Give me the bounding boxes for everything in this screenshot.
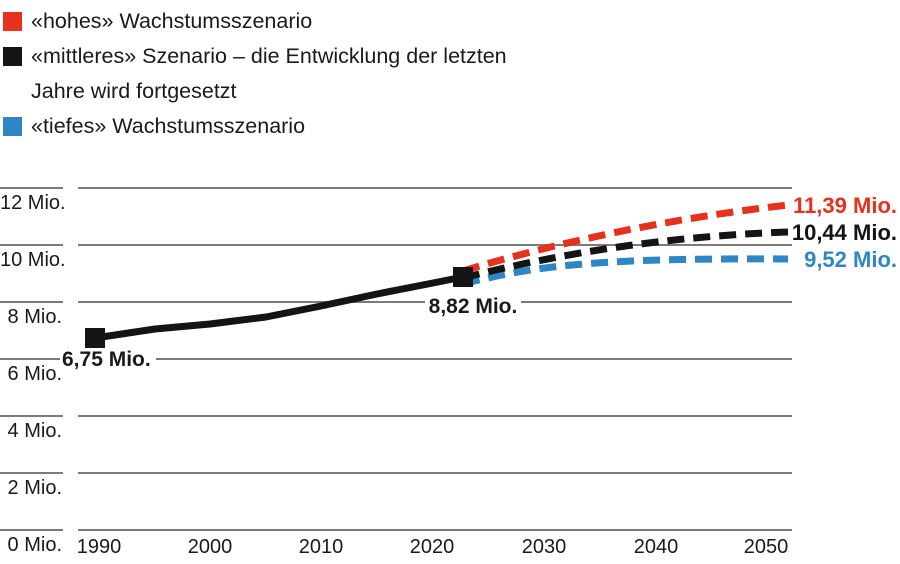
series-high-line bbox=[461, 201, 789, 275]
legend-label-mid-line2: Jahre wird fortgesetzt bbox=[31, 79, 237, 103]
series-mid-line bbox=[462, 228, 789, 282]
legend-swatch-low-icon bbox=[3, 117, 22, 136]
value-label-2023: 8,82 Mio. bbox=[425, 295, 521, 319]
y-tick-4: 4 Mio. bbox=[7, 420, 62, 442]
end-label-mid: 10,44 Mio. bbox=[791, 220, 897, 245]
legend-label-low: «tiefes» Wachstumsszenario bbox=[31, 114, 306, 138]
marker-2023 bbox=[453, 267, 473, 287]
legend-label-high: «hohes» Wachstumsszenario bbox=[31, 9, 313, 33]
x-tick-2040: 2040 bbox=[633, 536, 679, 558]
marker-1990 bbox=[85, 328, 105, 348]
x-tick-2050: 2050 bbox=[743, 536, 789, 558]
x-tick-1990: 1990 bbox=[76, 536, 122, 558]
x-tick-2000: 2000 bbox=[187, 536, 233, 558]
y-tick-12: 12 Mio. bbox=[0, 192, 66, 214]
y-tick-10: 10 Mio. bbox=[0, 249, 66, 271]
x-tick-2010: 2010 bbox=[298, 536, 344, 558]
legend-swatch-mid-icon bbox=[3, 47, 22, 66]
y-tick-2: 2 Mio. bbox=[7, 477, 62, 499]
series-observed-line bbox=[91, 273, 467, 342]
legend-swatch-high-icon bbox=[3, 12, 22, 31]
y-tick-0: 0 Mio. bbox=[7, 534, 62, 556]
series-low-line bbox=[462, 255, 789, 288]
x-tick-2020: 2020 bbox=[409, 536, 455, 558]
end-label-low: 9,52 Mio. bbox=[804, 247, 897, 272]
x-tick-2030: 2030 bbox=[521, 536, 567, 558]
end-label-high: 11,39 Mio. bbox=[793, 193, 897, 218]
legend-label-mid-line1: «mittleres» Szenario – die Entwicklung d… bbox=[31, 44, 507, 68]
value-label-1990: 6,75 Mio. bbox=[60, 348, 156, 372]
y-tick-6: 6 Mio. bbox=[7, 363, 62, 385]
y-tick-8: 8 Mio. bbox=[7, 306, 62, 328]
